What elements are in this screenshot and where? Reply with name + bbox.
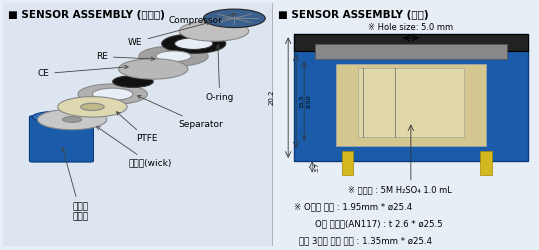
Ellipse shape bbox=[66, 114, 70, 115]
Ellipse shape bbox=[63, 116, 82, 122]
Ellipse shape bbox=[119, 59, 188, 79]
Ellipse shape bbox=[81, 103, 104, 110]
Text: CE: CE bbox=[37, 65, 128, 78]
Text: 8.50: 8.50 bbox=[307, 94, 312, 108]
Ellipse shape bbox=[53, 119, 57, 120]
Text: O링 사이즈(AN117) : t 2.6 * ø25.5: O링 사이즈(AN117) : t 2.6 * ø25.5 bbox=[315, 219, 443, 228]
FancyBboxPatch shape bbox=[357, 68, 464, 136]
Ellipse shape bbox=[139, 46, 208, 66]
Ellipse shape bbox=[66, 119, 70, 120]
Ellipse shape bbox=[175, 38, 213, 50]
Ellipse shape bbox=[162, 34, 226, 53]
Text: ※ 전해질 : 5M H₂SO₄ 1.0 mL: ※ 전해질 : 5M H₂SO₄ 1.0 mL bbox=[348, 185, 452, 194]
FancyBboxPatch shape bbox=[294, 34, 528, 51]
Text: ■ SENSOR ASSEMBLY (단면): ■ SENSOR ASSEMBLY (단면) bbox=[278, 10, 428, 20]
Text: O-ring: O-ring bbox=[205, 45, 234, 102]
Text: RE: RE bbox=[96, 52, 155, 61]
Ellipse shape bbox=[37, 109, 107, 130]
Text: 실제 3전극 적층 두께 : 1.35mm * ø25.4: 실제 3전극 적층 두께 : 1.35mm * ø25.4 bbox=[299, 236, 432, 245]
FancyBboxPatch shape bbox=[30, 116, 93, 162]
Text: ■ SENSOR ASSEMBLY (분해도): ■ SENSOR ASSEMBLY (분해도) bbox=[8, 10, 165, 20]
Ellipse shape bbox=[78, 84, 147, 104]
FancyBboxPatch shape bbox=[315, 44, 507, 59]
Ellipse shape bbox=[179, 21, 248, 41]
FancyBboxPatch shape bbox=[480, 151, 492, 176]
Text: Separator: Separator bbox=[137, 96, 224, 129]
FancyBboxPatch shape bbox=[294, 34, 528, 161]
Ellipse shape bbox=[156, 51, 191, 62]
Text: 전해질
담지체: 전해질 담지체 bbox=[61, 148, 88, 222]
Text: PTFE: PTFE bbox=[116, 112, 157, 144]
Text: WE: WE bbox=[128, 22, 210, 46]
Text: ※ Hole size: 5.0 mm: ※ Hole size: 5.0 mm bbox=[368, 23, 453, 32]
Text: 지지대(wick): 지지대(wick) bbox=[96, 126, 171, 168]
FancyBboxPatch shape bbox=[3, 3, 272, 246]
Text: 15.5: 15.5 bbox=[299, 94, 305, 108]
Ellipse shape bbox=[32, 111, 91, 123]
Ellipse shape bbox=[113, 76, 153, 88]
Ellipse shape bbox=[203, 9, 265, 28]
FancyBboxPatch shape bbox=[272, 3, 536, 246]
Ellipse shape bbox=[58, 97, 127, 117]
Ellipse shape bbox=[92, 88, 133, 100]
FancyBboxPatch shape bbox=[336, 64, 486, 146]
Text: ※ O링의 공간 : 1.95mm * ø25.4: ※ O링의 공간 : 1.95mm * ø25.4 bbox=[294, 202, 412, 211]
FancyBboxPatch shape bbox=[342, 151, 353, 176]
Ellipse shape bbox=[53, 114, 57, 115]
Text: 3.7: 3.7 bbox=[314, 162, 319, 172]
Text: Compressor: Compressor bbox=[168, 13, 236, 25]
Text: 20.2: 20.2 bbox=[269, 90, 275, 105]
